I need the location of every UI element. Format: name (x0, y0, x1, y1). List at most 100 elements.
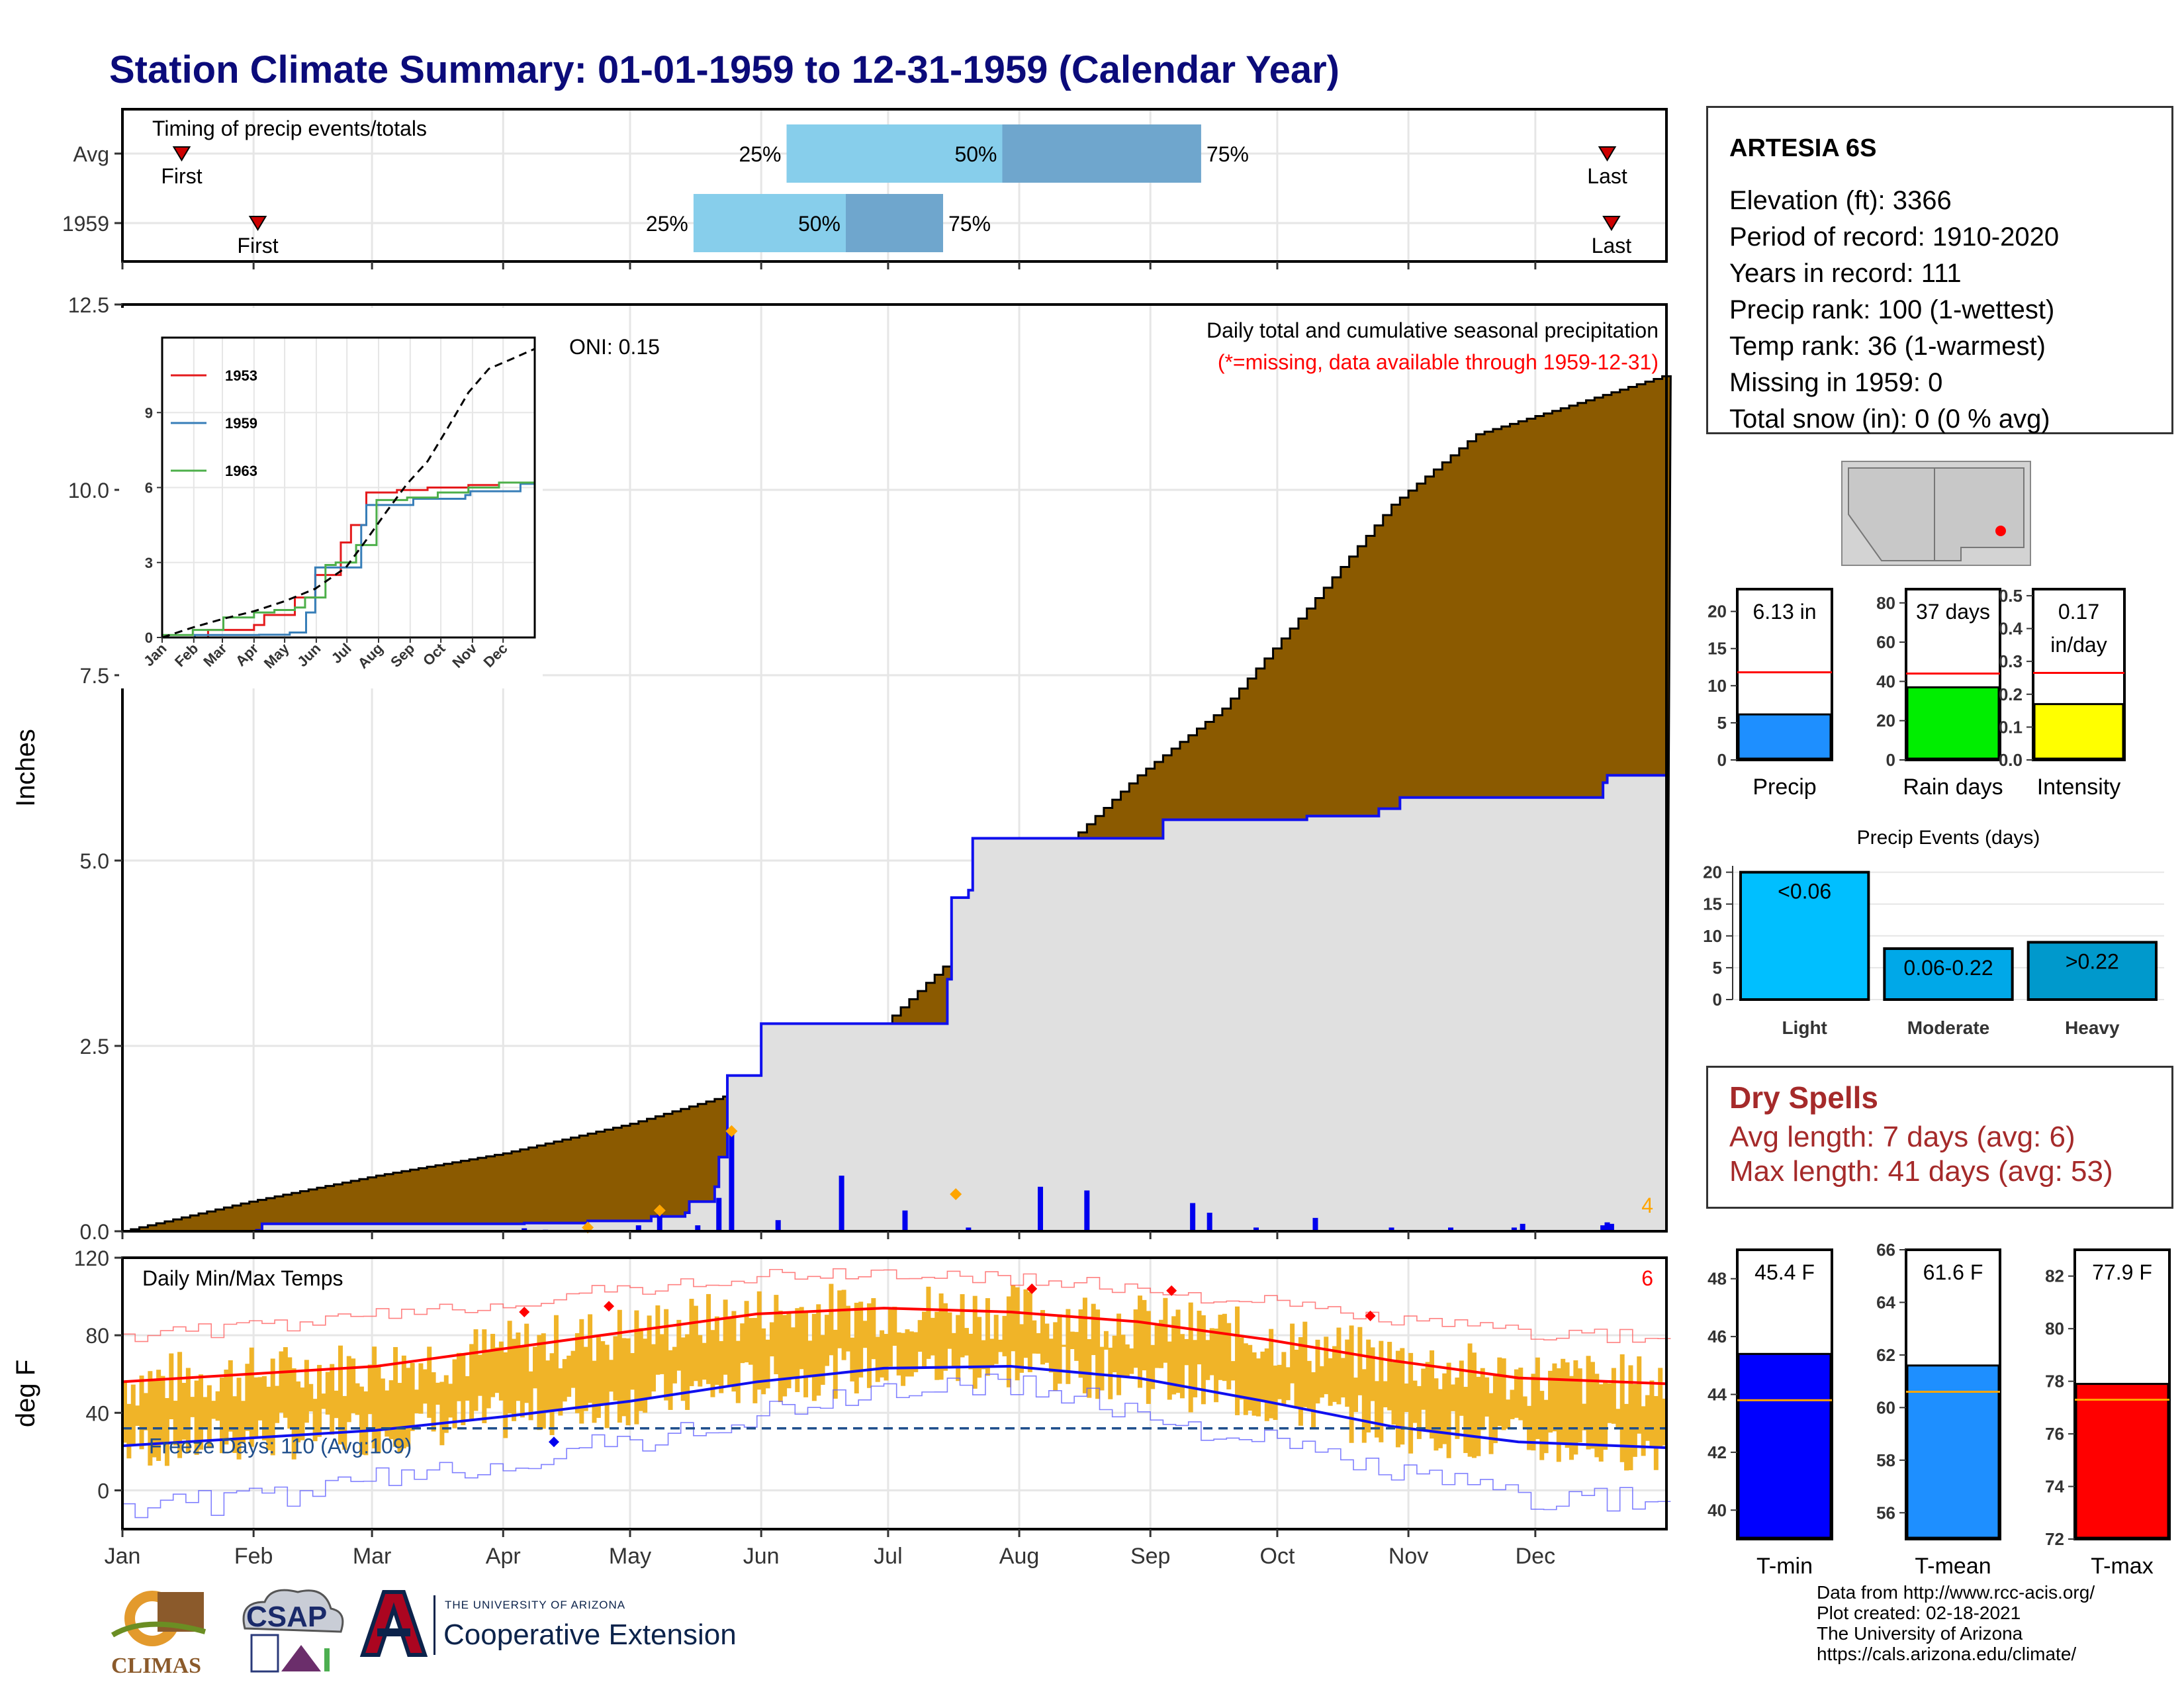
temp-daily-range-233 (1108, 1347, 1113, 1399)
precip-record-diamond-2 (725, 1125, 738, 1137)
temp-daily-range-313 (1446, 1362, 1451, 1458)
dry-spells-title: Dry Spells (1729, 1080, 1878, 1115)
temp-daily-range-137 (702, 1342, 707, 1380)
temp-daily-range-100 (545, 1360, 551, 1411)
temp-daily-range-12 (173, 1401, 178, 1446)
temp-daily-range-248 (1171, 1316, 1177, 1395)
temp-daily-range-278 (1298, 1336, 1303, 1426)
temp-daily-range-281 (1311, 1372, 1316, 1430)
climas-logo-text: CLIMAS (111, 1654, 202, 1678)
temp-daily-range-329 (1514, 1369, 1519, 1418)
temp-daily-range-119 (625, 1338, 631, 1426)
precip-summary-rain-days-ytick-label-0: 0 (1886, 750, 1895, 770)
temp-daily-range-326 (1501, 1358, 1506, 1430)
inset-ytick-label-0: 0 (145, 630, 153, 646)
temp-daily-range-339 (1556, 1368, 1561, 1462)
temp-daily-range-352 (1611, 1368, 1616, 1424)
precip-ytick-label-1: 2.5 (80, 1035, 109, 1058)
temp-daily-range-96 (528, 1371, 533, 1421)
temp-daily-range-308 (1425, 1362, 1430, 1430)
inset-series-1959 (162, 483, 535, 639)
timing-row-avg-first-label: First (161, 164, 202, 188)
precip-panel-frame (121, 303, 1668, 1233)
temp-daily-range-316 (1459, 1360, 1464, 1416)
inset-series-1963 (162, 480, 536, 636)
temp-title: Daily Min/Max Temps (142, 1266, 343, 1290)
timing-row-1959-q2-bar (693, 194, 846, 252)
temp-daily-range-217 (1040, 1310, 1046, 1365)
temp-daily-range-39 (287, 1357, 293, 1429)
temp-daily-range-139 (710, 1330, 715, 1397)
temp-daily-range-262 (1230, 1361, 1236, 1381)
precip-daily-bar-4 (635, 1225, 641, 1231)
temp-daily-range-172 (850, 1337, 855, 1382)
temp-summary-t-max-bar (2075, 1383, 2169, 1539)
temp-daily-range-43 (304, 1360, 309, 1423)
temp-daily-range-318 (1467, 1343, 1473, 1457)
temp-daily-range-330 (1518, 1368, 1524, 1421)
temp-daily-range-166 (825, 1315, 830, 1366)
temp-daily-range-4 (139, 1376, 144, 1450)
timing-row-avg-first-marker (172, 146, 191, 162)
temp-daily-range-200 (968, 1333, 974, 1370)
temp-daily-range-264 (1239, 1337, 1244, 1400)
temp-daily-range-188 (917, 1320, 923, 1352)
temp-daily-range-280 (1306, 1360, 1312, 1411)
csap-logo-text: CSAP (246, 1601, 328, 1633)
temp-daily-range-143 (727, 1316, 733, 1385)
temp-daily-range-207 (998, 1339, 1003, 1352)
temp-daily-range-183 (896, 1332, 901, 1376)
ua-extension-logo: THE UNIVERSITY OF ARIZONA Cooperative Ex… (357, 1589, 741, 1675)
temp-summary-t-min-ytick-label-1: 42 (1707, 1442, 1727, 1462)
precip-daily-bar-15 (1190, 1203, 1196, 1231)
month-label-mar: Mar (353, 1544, 392, 1569)
temp-daily-range-242 (1146, 1311, 1151, 1404)
temp-daily-range-223 (1066, 1309, 1071, 1384)
temp-daily-range-42 (300, 1387, 305, 1440)
temp-daily-range-348 (1594, 1374, 1600, 1458)
precip-daily-bar-23 (1600, 1225, 1606, 1231)
temp-daily-range-226 (1078, 1309, 1083, 1378)
temp-daily-range-347 (1590, 1362, 1595, 1449)
temp-daily-range-287 (1336, 1327, 1342, 1405)
temp-daily-range-225 (1074, 1332, 1079, 1361)
temp-daily-range-165 (820, 1335, 825, 1385)
temp-daily-range-125 (651, 1344, 656, 1392)
temp-daily-range-83 (473, 1329, 478, 1411)
events-ytick-label-4: 20 (1703, 863, 1722, 882)
precip-daily-bar-11 (902, 1210, 908, 1231)
temp-daily-range-351 (1607, 1383, 1612, 1423)
month-label-aug: Aug (999, 1544, 1040, 1569)
temp-daily-range-260 (1222, 1313, 1227, 1382)
timing-row-avg-label: Avg (73, 142, 109, 166)
temp-daily-range-59 (372, 1346, 377, 1449)
precip-summary-intensity-value-label-1: in/day (2050, 633, 2107, 657)
temp-daily-range-109 (583, 1346, 588, 1411)
temp-daily-range-311 (1437, 1389, 1443, 1448)
temp-daily-range-45 (312, 1399, 318, 1442)
month-label-jan: Jan (105, 1544, 141, 1569)
temp-daily-range-61 (380, 1378, 385, 1430)
temp-daily-range-283 (1319, 1366, 1324, 1398)
temp-daily-range-265 (1243, 1343, 1248, 1415)
temp-daily-range-234 (1112, 1335, 1117, 1373)
temp-daily-range-249 (1175, 1309, 1181, 1393)
temp-avg-max-line (122, 1307, 1667, 1385)
temp-daily-range-276 (1290, 1323, 1295, 1383)
temp-daily-range-240 (1138, 1295, 1143, 1388)
temp-daily-range-36 (275, 1385, 280, 1423)
events-ytick-label-2: 10 (1703, 926, 1722, 946)
temp-daily-range-246 (1163, 1297, 1168, 1363)
month-label-sep: Sep (1130, 1544, 1171, 1569)
temp-daily-range-341 (1565, 1362, 1570, 1448)
temp-daily-range-222 (1061, 1344, 1066, 1347)
temp-daily-range-152 (765, 1339, 770, 1389)
inset-legend-label-1959: 1959 (225, 415, 257, 432)
temp-daily-range-333 (1531, 1374, 1536, 1451)
temp-daily-range-103 (558, 1368, 563, 1416)
temp-summary-t-min-ytick-label-3: 46 (1707, 1327, 1727, 1346)
temp-daily-range-47 (321, 1393, 326, 1409)
temp-daily-range-184 (901, 1333, 906, 1386)
temp-daily-range-336 (1543, 1399, 1549, 1454)
temp-daily-range-191 (930, 1317, 935, 1356)
